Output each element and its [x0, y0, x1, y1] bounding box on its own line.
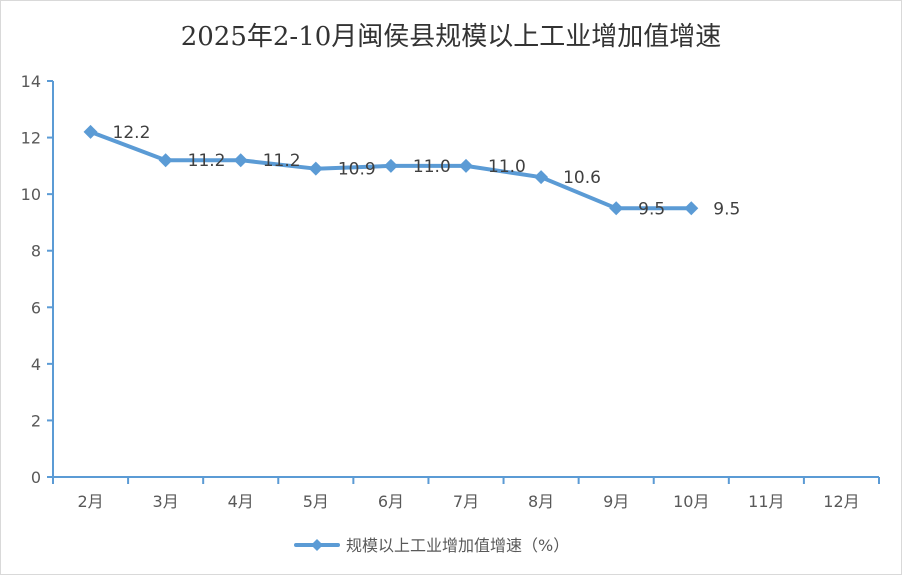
x-axis-tick-label: 6月 [378, 492, 404, 511]
x-axis-tick-label: 4月 [228, 492, 254, 511]
x-axis-tick-label: 7月 [453, 492, 479, 511]
legend-diamond-marker [311, 539, 323, 551]
data-point-marker [534, 170, 549, 185]
x-axis-tick-label: 2月 [77, 492, 103, 511]
y-axis-tick-label: 10 [21, 185, 41, 204]
data-label: 10.9 [338, 160, 376, 180]
data-point-marker [609, 201, 624, 216]
data-label: 10.6 [563, 168, 601, 188]
y-axis-tick-label: 2 [31, 411, 41, 430]
data-point-marker [383, 158, 398, 173]
data-point-marker [158, 153, 173, 168]
y-axis-tick-label: 0 [31, 468, 41, 487]
y-axis-tick-label: 12 [21, 129, 41, 148]
x-axis-tick-label: 3月 [153, 492, 179, 511]
x-axis-tick-label: 9月 [603, 492, 629, 511]
legend-series-label: 规模以上工业增加值增速（%） [346, 536, 569, 555]
x-axis-tick-label: 10月 [673, 492, 709, 511]
x-axis-tick-label: 12月 [823, 492, 859, 511]
x-axis-tick-label: 8月 [528, 492, 554, 511]
y-axis-tick-label: 6 [31, 298, 41, 317]
data-point-marker [83, 124, 98, 139]
x-axis-tick-label: 11月 [748, 492, 784, 511]
data-labels-layer: 12.2 11.2 11.2 10.9 11.0 11.0 10.6 9.5 9.5 [113, 123, 741, 219]
legend: 规模以上工业增加值增速（%） [294, 536, 569, 555]
data-label: 9.5 [638, 199, 665, 219]
data-label: 11.2 [263, 151, 301, 171]
y-axis-tick-label: 4 [31, 355, 41, 374]
data-point-marker [233, 153, 248, 168]
data-label: 9.5 [713, 199, 740, 219]
y-axis-tick-label: 8 [31, 242, 41, 261]
data-point-marker [459, 158, 473, 173]
chart-title: 2025年2-10月闽侯县规模以上工业增加值增速 [181, 22, 722, 52]
data-label: 11.2 [188, 151, 226, 171]
y-axis-tick-label: 14 [21, 72, 41, 91]
data-point-marker [684, 201, 699, 216]
data-label: 11.0 [413, 157, 451, 177]
x-axis-tick-label: 5月 [303, 492, 329, 511]
axes: 0 2 4 6 8 10 12 14 2月 3月 4月 5月 6月 7月 8月 9月 10月 11月 12月 [21, 72, 880, 511]
data-label: 12.2 [113, 123, 151, 143]
data-point-marker [308, 161, 323, 176]
data-label: 11.0 [488, 157, 526, 177]
series-layer [83, 124, 699, 216]
